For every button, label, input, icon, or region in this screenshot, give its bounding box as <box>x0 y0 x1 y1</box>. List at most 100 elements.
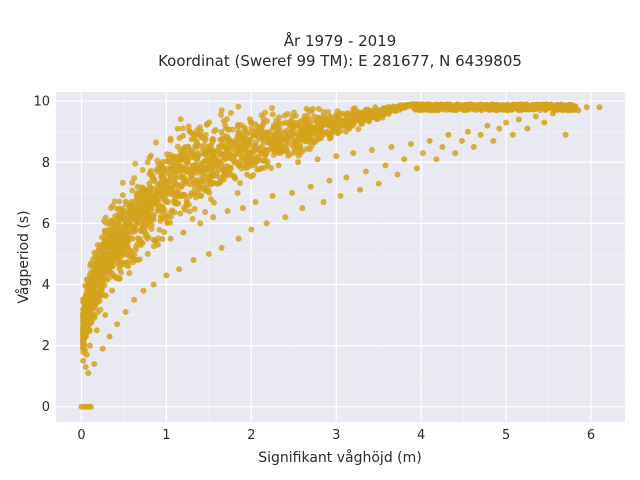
scatter-point <box>413 101 420 108</box>
scatter-point <box>413 165 420 172</box>
scatter-point <box>112 254 119 260</box>
scatter-point <box>139 240 146 247</box>
scatter-point <box>109 287 116 294</box>
scatter-point <box>122 198 129 205</box>
y-tick-label: 6 <box>42 217 50 232</box>
scatter-point <box>297 143 304 150</box>
scatter-point <box>231 140 238 147</box>
scatter-point <box>102 214 109 221</box>
scatter-point <box>81 336 88 343</box>
scatter-point <box>248 124 255 131</box>
scatter-point <box>109 263 116 270</box>
scatter-point <box>169 207 176 214</box>
scatter-point <box>115 242 122 249</box>
scatter-point <box>199 133 206 140</box>
scatter-point <box>210 199 217 206</box>
scatter-point <box>245 159 252 166</box>
scatter-point <box>97 278 104 285</box>
data-points <box>78 101 603 410</box>
scatter-point <box>445 131 452 138</box>
scatter-point <box>109 270 116 277</box>
scatter-point <box>139 166 146 173</box>
scatter-point <box>263 147 270 154</box>
scatter-point <box>197 161 204 168</box>
scatter-point <box>171 199 178 205</box>
scatter-point <box>85 370 92 377</box>
scatter-point <box>252 199 259 205</box>
scatter-point <box>224 208 231 215</box>
scatter-point <box>326 177 333 184</box>
scatter-point <box>171 193 178 200</box>
scatter-point <box>100 262 107 269</box>
scatter-point <box>175 161 182 168</box>
scatter-point <box>347 118 354 125</box>
scatter-point <box>375 180 382 187</box>
scatter-point <box>297 149 304 156</box>
scatter-point <box>147 167 154 174</box>
scatter-point <box>337 192 344 199</box>
scatter-point <box>176 134 183 141</box>
scatter-point <box>101 236 108 243</box>
scatter-point <box>176 266 183 273</box>
scatter-point <box>91 360 98 367</box>
scatter-point <box>524 103 531 110</box>
scatter-point <box>214 158 221 165</box>
scatter-point <box>82 364 89 370</box>
scatter-point <box>167 175 174 182</box>
scatter-point <box>239 136 246 143</box>
scatter-point <box>231 174 238 181</box>
scatter-point <box>190 257 197 264</box>
scatter-point <box>157 187 164 194</box>
scatter-point <box>210 136 217 143</box>
scatter-point <box>207 181 214 188</box>
scatter-point <box>80 357 87 364</box>
scatter-point <box>119 179 126 186</box>
scatter-point <box>210 214 217 221</box>
scatter-point <box>129 229 136 236</box>
scatter-point <box>328 117 335 124</box>
x-tick-label: 5 <box>502 428 510 443</box>
scatter-point <box>458 137 465 144</box>
scatter-point <box>262 158 269 165</box>
scatter-point <box>541 119 548 126</box>
scatter-point <box>218 129 225 136</box>
scatter-point <box>294 119 301 126</box>
scatter-point <box>146 185 153 192</box>
scatter-point <box>304 122 311 129</box>
scatter-point <box>118 207 125 214</box>
scatter-point <box>275 130 282 137</box>
scatter-point <box>171 161 178 168</box>
scatter-point <box>109 202 116 209</box>
scatter-point <box>364 113 371 119</box>
scatter-point <box>133 221 140 228</box>
scatter-point <box>162 193 169 200</box>
scatter-point <box>307 183 314 190</box>
scatter-point <box>299 205 306 212</box>
scatter-point <box>226 144 233 151</box>
scatter-point <box>107 257 114 264</box>
scatter-point <box>227 109 234 116</box>
scatter-point <box>289 142 296 149</box>
scatter-point <box>209 159 216 166</box>
scatter-point <box>163 272 170 279</box>
scatter-point <box>188 136 195 143</box>
scatter-point <box>211 150 218 157</box>
scatter-point <box>247 129 254 136</box>
scatter-point <box>167 213 174 220</box>
scatter-point <box>549 110 556 117</box>
scatter-point <box>167 135 174 142</box>
scatter-point <box>181 175 188 182</box>
scatter-point <box>247 136 254 143</box>
scatter-point <box>343 174 350 181</box>
scatter-point <box>142 193 149 200</box>
scatter-point <box>201 165 208 172</box>
scatter-point <box>161 177 168 184</box>
scatter-point <box>161 229 168 236</box>
scatter-point <box>153 139 160 146</box>
scatter-point <box>142 233 149 240</box>
scatter-point <box>343 124 350 131</box>
y-tick-label: 8 <box>42 156 50 171</box>
scatter-point <box>107 218 114 225</box>
